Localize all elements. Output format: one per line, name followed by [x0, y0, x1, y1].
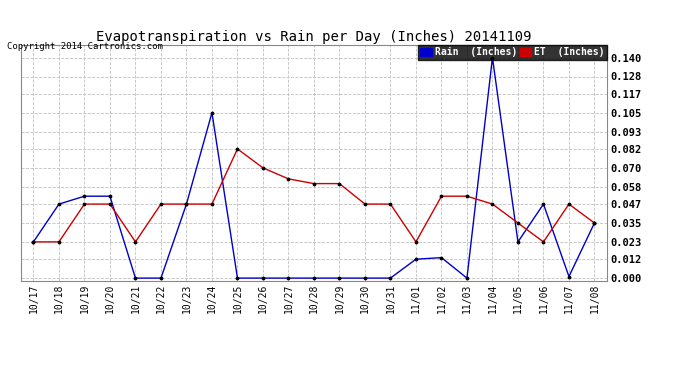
Text: Copyright 2014 Cartronics.com: Copyright 2014 Cartronics.com	[7, 42, 163, 51]
Title: Evapotranspiration vs Rain per Day (Inches) 20141109: Evapotranspiration vs Rain per Day (Inch…	[96, 30, 532, 44]
Legend: Rain  (Inches), ET  (Inches): Rain (Inches), ET (Inches)	[417, 45, 607, 60]
